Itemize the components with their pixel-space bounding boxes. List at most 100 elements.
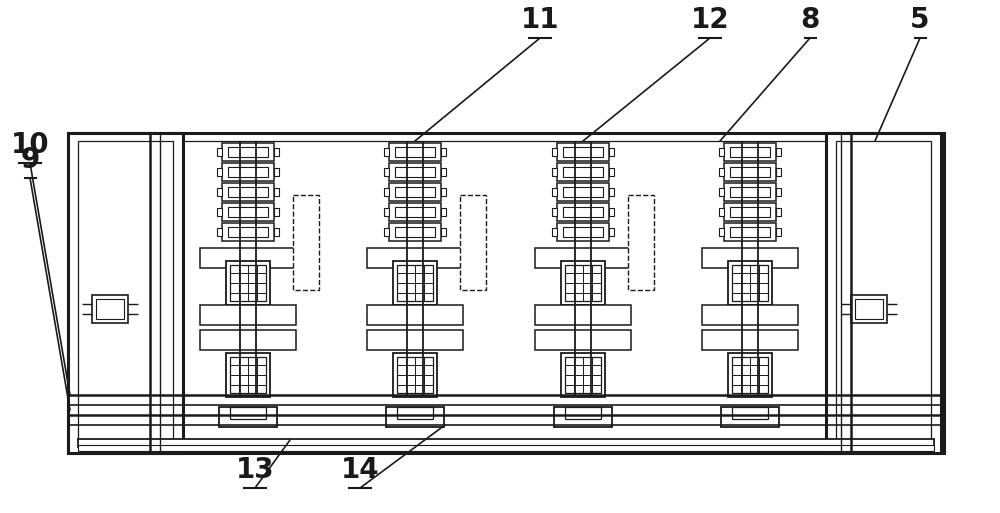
Text: 8: 8 [800, 6, 820, 34]
Bar [628, 195, 654, 290]
Bar [386, 407, 444, 427]
Bar [397, 357, 433, 393]
Bar [395, 207, 435, 217]
Bar [389, 163, 441, 181]
Bar [609, 208, 614, 216]
Text: 5: 5 [910, 6, 930, 34]
Bar [395, 167, 435, 177]
Bar [441, 228, 446, 236]
Bar [367, 305, 463, 325]
Bar [395, 147, 435, 157]
Bar [728, 353, 772, 397]
Bar [776, 148, 781, 156]
Bar [78, 141, 173, 443]
Bar [217, 188, 222, 196]
Bar [554, 407, 612, 427]
Bar [217, 208, 222, 216]
Bar [217, 148, 222, 156]
Bar [441, 168, 446, 176]
Bar [228, 147, 268, 157]
Bar [389, 223, 441, 241]
Bar [395, 227, 435, 237]
Bar [557, 203, 609, 221]
Bar [293, 195, 319, 290]
Bar [460, 195, 486, 290]
Bar [724, 143, 776, 161]
Bar [702, 248, 798, 268]
Bar [230, 357, 266, 393]
Bar [732, 265, 768, 301]
Bar [78, 141, 934, 443]
Bar [393, 261, 437, 305]
Bar [719, 208, 724, 216]
Bar [552, 208, 557, 216]
Bar [274, 148, 279, 156]
Text: 13: 13 [236, 456, 274, 484]
Bar [719, 228, 724, 236]
Bar [565, 265, 601, 301]
Bar [384, 188, 389, 196]
Bar [851, 295, 887, 323]
Bar [730, 167, 770, 177]
Bar [730, 187, 770, 197]
Bar [609, 168, 614, 176]
Bar [228, 167, 268, 177]
Bar [563, 207, 603, 217]
Bar [535, 305, 631, 325]
Text: 10: 10 [11, 131, 49, 159]
Bar [732, 357, 768, 393]
Bar [389, 203, 441, 221]
Bar [441, 208, 446, 216]
Bar [389, 183, 441, 201]
Bar [557, 223, 609, 241]
Bar [535, 330, 631, 350]
Bar [552, 228, 557, 236]
Bar [222, 163, 274, 181]
Bar [552, 168, 557, 176]
Bar [609, 148, 614, 156]
Bar [719, 168, 724, 176]
Bar [226, 353, 270, 397]
Bar [200, 248, 296, 268]
Bar [222, 223, 274, 241]
Bar [557, 143, 609, 161]
Bar [228, 187, 268, 197]
Bar [730, 227, 770, 237]
Bar [561, 261, 605, 305]
Bar [563, 147, 603, 157]
Bar [200, 330, 296, 350]
Bar [68, 133, 183, 453]
Bar [217, 168, 222, 176]
Bar [78, 445, 934, 451]
Bar [563, 187, 603, 197]
Bar [702, 330, 798, 350]
Bar [274, 168, 279, 176]
Bar [228, 207, 268, 217]
Bar [367, 330, 463, 350]
Bar [384, 168, 389, 176]
Bar [441, 148, 446, 156]
Bar [836, 141, 931, 443]
Bar [724, 223, 776, 241]
Bar [552, 148, 557, 156]
Bar [609, 228, 614, 236]
Bar [384, 148, 389, 156]
Bar [274, 188, 279, 196]
Bar [200, 305, 296, 325]
Bar [222, 143, 274, 161]
Bar [68, 133, 944, 453]
Bar [724, 203, 776, 221]
Text: 9: 9 [20, 146, 40, 174]
Bar [730, 147, 770, 157]
Bar [384, 228, 389, 236]
Bar [397, 265, 433, 301]
Bar [732, 407, 768, 419]
Bar [393, 353, 437, 397]
Bar [776, 188, 781, 196]
Bar [226, 261, 270, 305]
Bar [719, 188, 724, 196]
Bar [724, 163, 776, 181]
Bar [96, 299, 124, 319]
Bar [721, 407, 779, 427]
Bar [563, 167, 603, 177]
